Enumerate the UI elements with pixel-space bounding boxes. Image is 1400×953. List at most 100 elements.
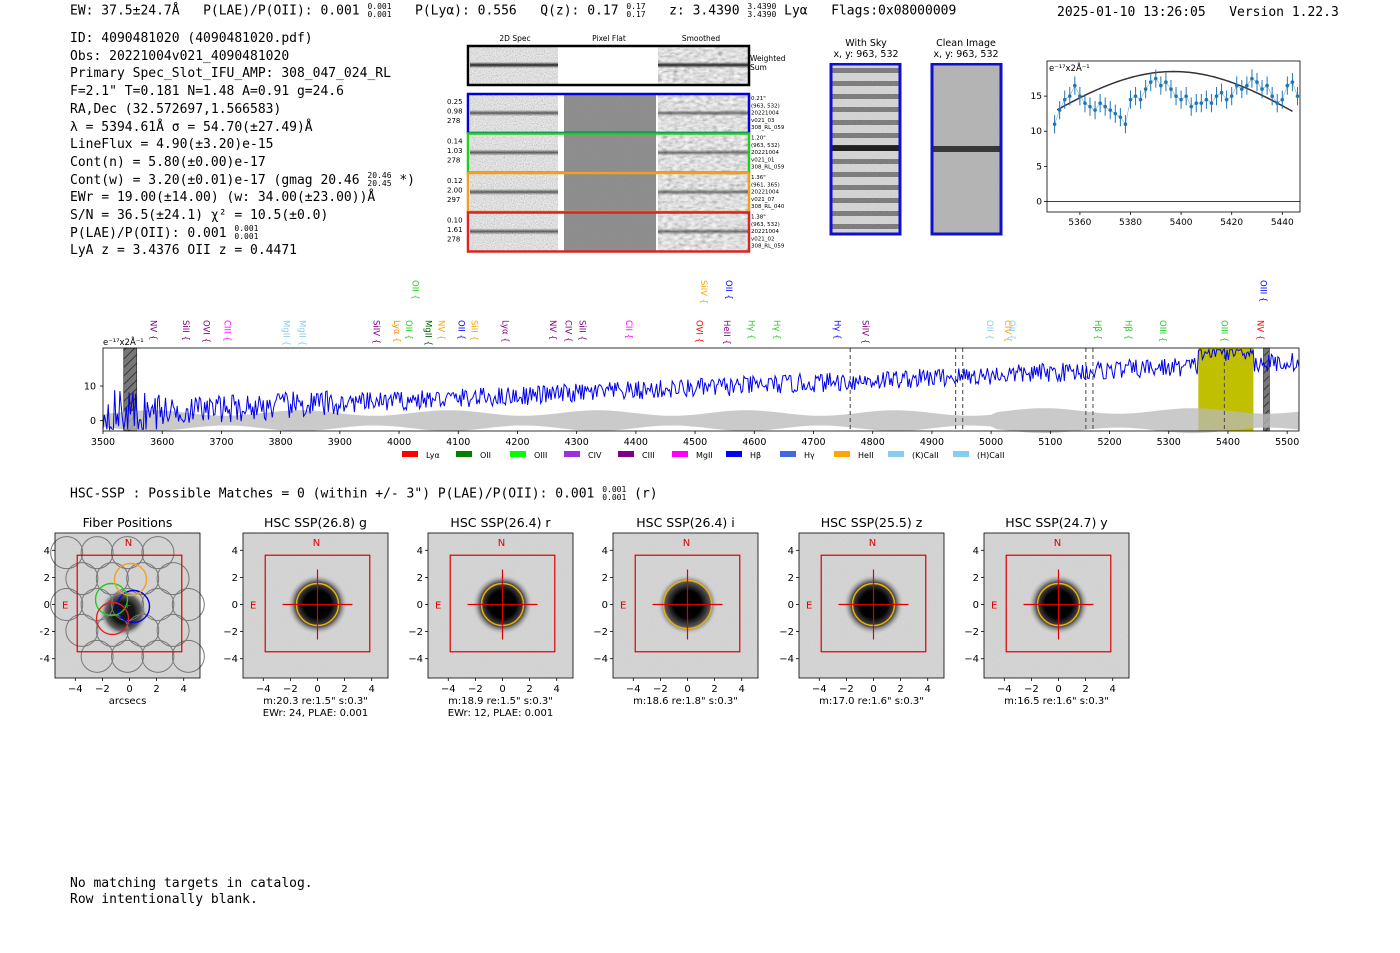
spectrum-legend-item: Hγ — [780, 451, 815, 460]
hsc-panel-title: HSC SSP(26.4) i — [636, 515, 734, 530]
zoom-xtick-label: 5360 — [1068, 218, 1091, 228]
svg-text:CII {: CII { — [623, 320, 633, 339]
spectrum-xtick-label: 4000 — [387, 437, 411, 448]
spectrum-line-marker: MgII { — [423, 320, 433, 346]
spectrum-xtick-label: 4100 — [446, 437, 470, 448]
hsc-panel-caption: m:18.9 re:1.5" s:0.3" — [448, 696, 553, 707]
fiber-circle — [141, 536, 175, 570]
fiber-circle — [126, 562, 160, 596]
spectrum-line-marker: Hγ { — [831, 320, 841, 340]
fiber-center-marker: + — [123, 601, 131, 612]
cutout-row-meta: 308_RL_059 — [751, 125, 785, 131]
fiber-circle-fourth — [95, 601, 130, 636]
spectrum-xtick-label: 4500 — [683, 437, 707, 448]
spectrum-line-marker: MgII { — [281, 320, 291, 346]
info-lambda: λ = 5394.61Å σ = 54.70(±27.49)Å — [70, 119, 313, 135]
hsc-panel-caption: m:16.5 re:1.6" s:0.3" — [1004, 696, 1109, 707]
svg-text:OII {: OII { — [984, 320, 994, 340]
spectrum-line-marker: OII { — [410, 280, 420, 300]
spectrum-legend-item: OII — [456, 451, 491, 460]
hsc-panel-frame — [242, 532, 389, 679]
hsc-xtick-label: −4 — [256, 684, 271, 695]
cutout-row-meta: 1.20" — [751, 136, 766, 142]
cutout-row-value: 0.12 — [447, 177, 463, 185]
spectrum-line-marker: Hβ { — [1123, 320, 1133, 340]
svg-text:Hβ: Hβ — [750, 451, 761, 460]
fiber-circle — [111, 536, 144, 570]
hsc-xtick-label: 4 — [1110, 684, 1116, 695]
spectrum-xtick-label: 5100 — [1038, 437, 1062, 448]
svg-text:Hβ {: Hβ { — [1092, 320, 1102, 340]
cutout-row-value: 278 — [447, 236, 460, 244]
footer-line-1: No matching targets in catalog. — [70, 876, 313, 891]
svg-text:(H)CaII: (H)CaII — [977, 451, 1004, 460]
spectrum-line-marker: SiIV { — [860, 320, 870, 344]
hsc-east-label: E — [62, 601, 68, 612]
header-z-hi: 3.4390 — [747, 2, 777, 11]
spectrum-line-marker: OII { — [984, 320, 994, 340]
hsc-xtick-label: −2 — [283, 684, 298, 695]
hsc-ytick-label: −4 — [223, 654, 238, 665]
hsc-ytick-label: 0 — [788, 600, 794, 611]
spectrum-legend-item: Hβ — [726, 451, 761, 460]
fiber-circle — [141, 588, 175, 621]
info-lineflux: LineFlux = 4.90(±3.20)e-15 — [70, 137, 274, 153]
zoom-ytick-label: 5 — [1036, 162, 1042, 172]
spectrum-line-marker: CII { — [623, 320, 633, 339]
spectrum-line-marker: OII { — [455, 320, 465, 340]
hsc-xtick-label: 0 — [499, 684, 505, 695]
hsc-ytick-label: 0 — [232, 600, 238, 611]
hsc-search-box — [634, 554, 741, 653]
cutout-row-meta: v021_02 — [751, 236, 775, 242]
svg-text:MgII {: MgII { — [297, 320, 307, 346]
header-plae-hi: 0.001 — [367, 2, 392, 11]
spectrum-xtick-label: 4200 — [505, 437, 529, 448]
spectrum-xtick-label: 4300 — [565, 437, 589, 448]
spectrum-xtick-label: 3700 — [209, 437, 233, 448]
svg-text:NV {: NV { — [147, 320, 157, 340]
fiber-circle — [156, 562, 190, 596]
hsc-panel-caption: EWr: 12, PLAE: 0.001 — [448, 708, 554, 719]
fiber-circle — [156, 613, 190, 647]
svg-text:(K)CaII: (K)CaII — [912, 451, 939, 460]
spectrum-line-marker: MgII { — [297, 320, 307, 346]
hsc-xtick-label: −4 — [812, 684, 827, 695]
hsc-ytick-label: 4 — [417, 546, 423, 557]
hsc-xtick-label: −4 — [441, 684, 456, 695]
info-fit: F=2.1" T=0.181 N=1.48 A=0.91 g=24.6 — [70, 84, 344, 100]
cutout-row-value: 0.14 — [447, 138, 463, 146]
svg-text:Lyα {: Lyα { — [391, 320, 401, 343]
hsc-ytick-label: −2 — [408, 627, 423, 638]
svg-text:NV {: NV { — [436, 320, 446, 340]
info-plae: P(LAE)/P(OII): 0.001 0.001 0.001 — [70, 224, 259, 242]
weighted-label-1: Weighted — [750, 54, 786, 63]
svg-text:OII {: OII { — [455, 320, 465, 340]
header-z: z: 3.4390 — [669, 3, 740, 19]
hsc-xtick-label: −2 — [839, 684, 854, 695]
zoom-xtick-label: 5400 — [1170, 218, 1193, 228]
spectrum-xtick-label: 3800 — [269, 437, 293, 448]
svg-text:OVI {: OVI { — [201, 320, 211, 343]
sky-images — [829, 63, 1003, 236]
hsc-xtick-label: 4 — [181, 684, 187, 695]
spectrum-line-marker: OII { — [1006, 320, 1016, 340]
header-plya: P(Lyα): 0.556 — [415, 3, 517, 19]
spectrum-xtick-label: 5300 — [1157, 437, 1181, 448]
svg-text:CIII: CIII — [642, 451, 655, 460]
svg-text:Hγ {: Hγ { — [771, 320, 781, 340]
info-ewr: EWr = 19.00(±14.00) (w: 34.00(±23.00))Å — [70, 190, 376, 206]
with-sky-image — [829, 63, 902, 236]
fiber-circle-third — [113, 562, 148, 597]
hsc-ytick-label: 2 — [232, 573, 238, 584]
cutout-row-meta: (963, 532) — [751, 143, 780, 149]
info-lya: LyA z = 3.4376 OII z = 0.4471 — [70, 243, 297, 259]
hsc-xtick-label: 4 — [369, 684, 375, 695]
hsc-xtick-label: 0 — [314, 684, 320, 695]
spectrum-xtick-label: 4900 — [920, 437, 944, 448]
hsc-panel-caption: EWr: 24, PLAE: 0.001 — [263, 708, 369, 719]
spectrum-line-marker: Lyα { — [500, 320, 510, 343]
svg-text:SiII {: SiII { — [577, 320, 587, 341]
zoom-data-point — [1295, 86, 1300, 106]
